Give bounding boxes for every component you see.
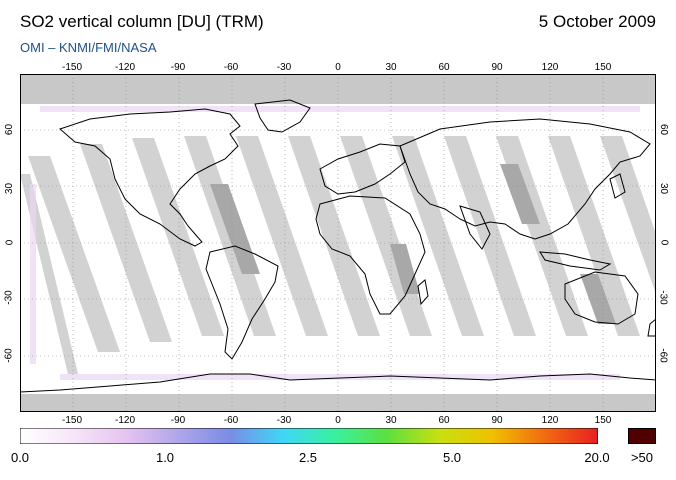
- coast-australia: [564, 271, 639, 325]
- lat-tick-left: 30: [4, 182, 16, 195]
- lon-tick-top: 90: [491, 62, 503, 73]
- lon-tick-bottom: 120: [541, 415, 559, 426]
- lon-tick-bottom: 90: [491, 415, 503, 426]
- so2-world-map: [20, 74, 656, 412]
- lat-tick-right: -30: [657, 290, 669, 305]
- colorbar-label: 5.0: [442, 450, 462, 465]
- coastlines: [20, 99, 656, 393]
- graticule: [20, 74, 656, 412]
- lon-tick-top: 60: [438, 62, 450, 73]
- data-credit: OMI – KNMI/FMI/NASA: [20, 40, 157, 55]
- coast-madagascar: [417, 279, 429, 306]
- lon-tick-bottom: 150: [594, 415, 612, 426]
- colorbar-overflow-swatch: [628, 428, 656, 444]
- lon-tick-bottom: -150: [61, 415, 83, 426]
- map-date: 5 October 2009: [538, 12, 656, 31]
- lat-tick-left: 0: [4, 239, 16, 246]
- coast-south-america: [205, 245, 279, 360]
- colorbar-gradient: [20, 428, 598, 444]
- colorbar-label: 20.0: [584, 450, 610, 465]
- lat-tick-left: -60: [3, 348, 15, 363]
- coast-europe: [319, 143, 406, 195]
- lon-tick-top: -30: [276, 62, 292, 73]
- lon-tick-bottom: -120: [114, 415, 136, 426]
- lon-tick-bottom: 30: [385, 415, 397, 426]
- lon-tick-top: -90: [170, 62, 186, 73]
- coast-north-america: [59, 108, 241, 247]
- lat-tick-right: 30: [658, 182, 670, 195]
- lon-tick-top: -150: [61, 62, 83, 73]
- lat-tick-left: -30: [3, 290, 15, 305]
- lon-tick-bottom: 60: [438, 415, 450, 426]
- lon-tick-top: 150: [594, 62, 612, 73]
- colorbar-overflow-label: >50: [630, 450, 654, 465]
- lon-tick-top: 30: [385, 62, 397, 73]
- map-title: SO2 vertical column [DU] (TRM): [20, 12, 264, 31]
- coast-antarctica: [20, 373, 656, 393]
- so2-noise: [30, 106, 640, 380]
- colorbar-label: 0.0: [10, 450, 30, 465]
- lon-tick-bottom: -60: [223, 415, 239, 426]
- lat-tick-right: 0: [658, 239, 670, 246]
- coast-greenland: [254, 99, 311, 133]
- coast-new-zealand: [647, 318, 656, 337]
- lon-tick-top: -60: [223, 62, 239, 73]
- lon-tick-bottom: 0: [335, 415, 341, 426]
- colorbar-label: 1.0: [155, 450, 175, 465]
- lon-tick-top: 0: [335, 62, 341, 73]
- coast-asia: [399, 118, 651, 240]
- lon-tick-bottom: -30: [276, 415, 292, 426]
- lat-tick-right: 60: [658, 123, 670, 136]
- colorbar-label: 2.5: [298, 450, 318, 465]
- lon-tick-bottom: -90: [170, 415, 186, 426]
- colorbar: [20, 428, 598, 444]
- lon-tick-top: -120: [114, 62, 136, 73]
- coast-africa: [315, 195, 426, 315]
- lat-tick-right: -60: [657, 348, 669, 363]
- coast-indonesia: [539, 251, 612, 271]
- map-frame: [20, 74, 656, 412]
- coast-japan: [609, 173, 626, 199]
- lat-tick-left: 60: [4, 123, 16, 136]
- lon-tick-top: 120: [541, 62, 559, 73]
- coast-india: [459, 205, 491, 250]
